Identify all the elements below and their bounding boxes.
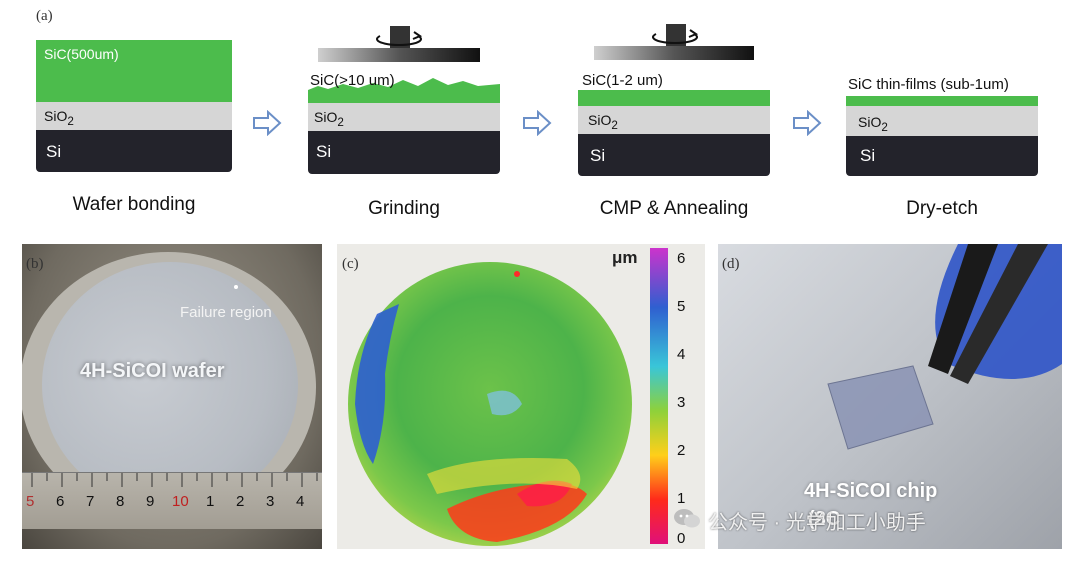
chip-label: 4H-SiCOI chip <box>804 480 938 502</box>
grinding-tool-icon <box>318 24 480 66</box>
wechat-icon <box>672 506 702 535</box>
ruler-number: 9 <box>146 493 155 510</box>
sio2-layer-label: SiO2 <box>314 109 344 129</box>
stack-dry-etch: SiC thin-films (sub-1um) SiO2 Si <box>846 76 1038 176</box>
scale-tick: 1 <box>677 490 686 507</box>
wafer-label: 4H-SiCOI wafer <box>80 360 225 382</box>
scale-unit: μm <box>612 248 638 267</box>
ruler-number: 4 <box>296 493 305 510</box>
thickness-map: μm 6 5 4 3 2 1 0 <box>337 244 705 549</box>
failure-point <box>234 285 238 289</box>
ruler-number: 2 <box>236 493 245 510</box>
sio2-layer-label: SiO2 <box>858 114 888 134</box>
right-arrow-icon <box>252 110 282 136</box>
ruler-number: 10 <box>172 493 189 510</box>
cmp-tool-icon <box>594 22 754 64</box>
sic-layer-label: SiC(>10 um) <box>310 72 395 89</box>
sic-layer-label: SiC thin-films (sub-1um) <box>848 76 1009 93</box>
chip <box>828 366 933 449</box>
si-layer-label: Si <box>46 142 62 161</box>
failure-region-label: Failure region <box>180 304 272 321</box>
scale-tick: 2 <box>677 442 686 459</box>
ruler-number: 3 <box>266 493 275 510</box>
right-arrow-icon <box>522 110 552 136</box>
caption-grinding: Grinding <box>368 198 440 219</box>
watermark: 公众号 · 光学加工小助手 <box>672 506 926 535</box>
ruler-number: 8 <box>116 493 125 510</box>
ruler-number: 7 <box>86 493 95 510</box>
wafer-photo: Failure region 4H-SiCOI wafer 5 6 7 8 9 … <box>22 244 322 549</box>
caption-dry-etch: Dry-etch <box>906 198 978 219</box>
color-scale-bar <box>650 248 668 544</box>
si-layer-label: Si <box>316 142 332 161</box>
chip-photo: 4H-SiCOI chip (8C <box>718 244 1062 549</box>
panel-c-label: (c) <box>342 256 359 272</box>
sic-layer-label: SiC(500um) <box>44 46 119 62</box>
stack-grinding: SiC(>10 um) SiO2 Si <box>308 72 500 174</box>
caption-wafer-bonding: Wafer bonding <box>72 194 196 215</box>
scale-tick: 4 <box>677 346 686 363</box>
scale-tick: 0 <box>677 530 686 547</box>
ruler-number: 6 <box>56 493 65 510</box>
panel-b-label: (b) <box>26 256 44 272</box>
si-layer-label: Si <box>590 146 606 165</box>
sic-layer-label: SiC(1-2 um) <box>582 72 663 89</box>
panel-d-label: (d) <box>722 256 740 272</box>
sio2-layer-label: SiO2 <box>44 108 74 128</box>
ruler-number: 5 <box>26 493 35 510</box>
sio2-layer-label: SiO2 <box>588 112 618 132</box>
scale-tick: 3 <box>677 394 686 411</box>
ruler-number: 1 <box>206 493 215 510</box>
caption-cmp-annealing: CMP & Annealing <box>599 198 749 219</box>
chip-sublabel: (8C <box>808 508 841 530</box>
si-layer-label: Si <box>860 146 876 165</box>
ruler: 5 6 7 8 9 10 1 2 3 4 <box>22 472 322 529</box>
stack-wafer-bonding: SiC(500um) SiO2 Si <box>36 40 232 172</box>
watermark-text: 公众号 · 光学加工小助手 <box>708 512 926 534</box>
scale-tick: 6 <box>677 250 686 267</box>
right-arrow-icon <box>792 110 822 136</box>
panel-a-label: (a) <box>36 8 53 24</box>
stack-cmp: SiC(1-2 um) SiO2 Si <box>578 72 770 176</box>
scale-tick: 5 <box>677 298 686 315</box>
